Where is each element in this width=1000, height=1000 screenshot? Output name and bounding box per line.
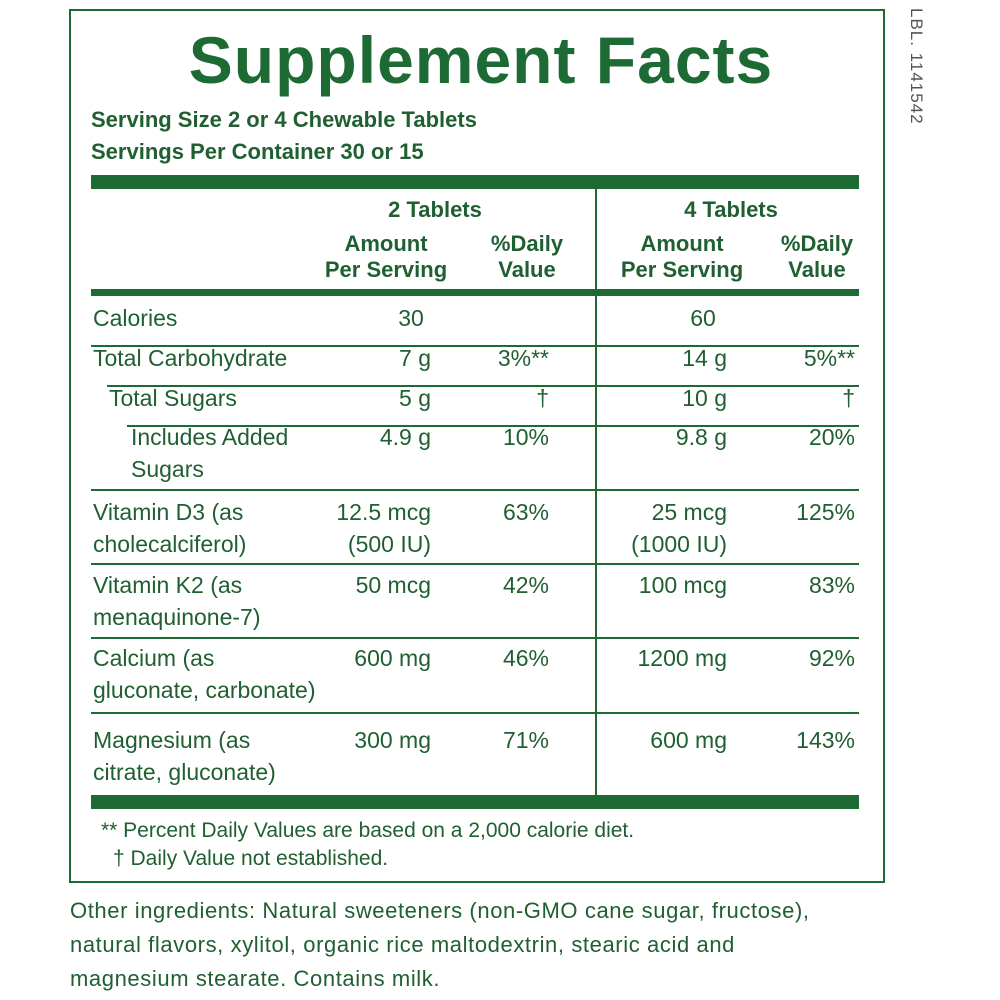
row-carbohydrate-amount-4: 14 g	[682, 345, 727, 371]
row-vitamin-k2-dv-2: 42%	[502, 572, 549, 598]
dv-header-line1: %Daily	[490, 231, 564, 256]
row-vitamin-d3-amount-2-line1: 12.5 mcg	[336, 499, 431, 525]
row-vitamin-d3-name-line1: Vitamin D3 (as	[93, 499, 244, 525]
row-calcium-amount-2: 600 mg	[354, 645, 431, 671]
row-vitamin-k2-amount-2: 50 mcg	[355, 572, 431, 598]
row-added-sugars-name: Includes Added Sugars	[131, 421, 288, 485]
row-sugars-amount-2: 5 g	[399, 385, 431, 411]
row-sugars-amount-4: 10 g	[682, 385, 727, 411]
amount-header-4: Amount Per Serving	[607, 231, 757, 283]
row-vitamin-d3-amount-2: 12.5 mcg (500 IU)	[291, 496, 431, 560]
row-added-sugars-name-line1: Includes Added	[131, 424, 289, 450]
row-vitamin-d3-amount-4-line2: (1000 IU)	[631, 531, 727, 557]
row-divider	[91, 563, 859, 565]
amount-header-line1: Amount	[640, 231, 724, 256]
group-4-tablets-header: 4 Tablets	[684, 197, 778, 222]
label-code-text: LBL. 1141542	[907, 8, 926, 125]
header-bar	[91, 289, 859, 296]
row-magnesium-name-line1: Magnesium (as	[93, 727, 251, 753]
row-divider	[91, 637, 859, 639]
row-divider	[91, 712, 859, 714]
servings-per-container: Servings Per Container 30 or 15	[91, 139, 424, 164]
row-magnesium-amount-2: 300 mg	[354, 727, 431, 753]
row-divider	[91, 345, 859, 347]
row-sugars-dv-4: †	[842, 385, 855, 411]
row-added-sugars-dv-2: 10%	[502, 424, 549, 450]
supplement-facts-panel: Supplement Facts Serving Size 2 or 4 Che…	[69, 9, 885, 883]
footnote-dagger: † Daily Value not established.	[113, 847, 389, 870]
row-divider	[107, 385, 859, 387]
row-sugars-name: Total Sugars	[109, 385, 237, 411]
amount-header-line2: Per Serving	[620, 257, 744, 282]
other-ingredients: Other ingredients: Natural sweeteners (n…	[70, 894, 910, 996]
row-calcium-dv-4: 92%	[808, 645, 855, 671]
row-calcium-name-line2: gluconate, carbonate)	[93, 677, 316, 703]
row-vitamin-k2-name: Vitamin K2 (as menaquinone-7)	[93, 569, 261, 633]
row-carbohydrate-dv-4: 5%**	[803, 345, 855, 371]
bottom-thick-bar	[91, 795, 859, 809]
row-vitamin-d3-amount-4-line1: 25 mcg	[651, 499, 727, 525]
row-carbohydrate-amount-2: 7 g	[399, 345, 431, 371]
serving-size: Serving Size 2 or 4 Chewable Tablets	[91, 107, 477, 132]
panel-title: Supplement Facts	[188, 23, 774, 97]
amount-header-2: Amount Per Serving	[311, 231, 461, 283]
row-calories-amount-4: 60	[690, 305, 716, 331]
row-magnesium-name: Magnesium (as citrate, gluconate)	[93, 724, 276, 788]
row-added-sugars-name-line2: Sugars	[131, 456, 204, 482]
row-magnesium-dv-4: 143%	[796, 727, 855, 753]
row-vitamin-k2-name-line2: menaquinone-7)	[93, 604, 261, 630]
dv-header-line1: %Daily	[780, 231, 854, 256]
column-divider	[595, 189, 597, 795]
row-added-sugars-amount-2: 4.9 g	[379, 424, 431, 450]
row-sugars-dv-2: †	[536, 385, 549, 411]
row-vitamin-k2-amount-4: 100 mcg	[638, 572, 727, 598]
dv-header-4: %Daily Value	[757, 231, 877, 283]
row-calories-name: Calories	[93, 305, 178, 331]
top-thick-bar	[91, 175, 859, 189]
row-divider	[127, 425, 859, 427]
row-magnesium-dv-2: 71%	[502, 727, 549, 753]
row-carbohydrate-dv-2: 3%**	[497, 345, 549, 371]
dv-header-line2: Value	[788, 257, 846, 282]
row-vitamin-d3-dv-2: 63%	[502, 499, 549, 525]
row-calcium-amount-4: 1200 mg	[637, 645, 727, 671]
row-vitamin-d3-name-line2: cholecalciferol)	[93, 531, 247, 557]
group-2-tablets-header: 2 Tablets	[388, 197, 482, 222]
row-added-sugars-amount-4: 9.8 g	[675, 424, 727, 450]
row-added-sugars-dv-4: 20%	[808, 424, 855, 450]
amount-header-line1: Amount	[344, 231, 428, 256]
dv-header-line2: Value	[498, 257, 556, 282]
row-vitamin-d3-amount-2-line2: (500 IU)	[347, 531, 431, 557]
row-magnesium-name-line2: citrate, gluconate)	[93, 759, 276, 785]
row-vitamin-d3-amount-4: 25 mcg (1000 IU)	[587, 496, 727, 560]
row-carbohydrate-name: Total Carbohydrate	[93, 345, 288, 371]
row-calories-amount-2: 30	[398, 305, 424, 331]
row-magnesium-amount-4: 600 mg	[650, 727, 727, 753]
dv-header-2: %Daily Value	[467, 231, 587, 283]
label-code: LBL. 1141542	[898, 8, 934, 148]
amount-header-line2: Per Serving	[324, 257, 448, 282]
row-calcium-name: Calcium (as gluconate, carbonate)	[93, 642, 316, 706]
row-divider	[91, 489, 859, 491]
ingredients-line: natural flavors, xylitol, organic rice m…	[70, 932, 736, 957]
row-calcium-name-line1: Calcium (as	[93, 645, 215, 671]
footnote-daily-values: ** Percent Daily Values are based on a 2…	[101, 819, 635, 842]
ingredients-line: magnesium stearate. Contains milk.	[70, 966, 441, 991]
row-vitamin-d3-dv-4: 125%	[796, 499, 855, 525]
row-vitamin-k2-name-line1: Vitamin K2 (as	[93, 572, 243, 598]
row-vitamin-d3-name: Vitamin D3 (as cholecalciferol)	[93, 496, 246, 560]
row-vitamin-k2-dv-4: 83%	[808, 572, 855, 598]
ingredients-line: Other ingredients: Natural sweeteners (n…	[70, 898, 810, 923]
row-calcium-dv-2: 46%	[502, 645, 549, 671]
